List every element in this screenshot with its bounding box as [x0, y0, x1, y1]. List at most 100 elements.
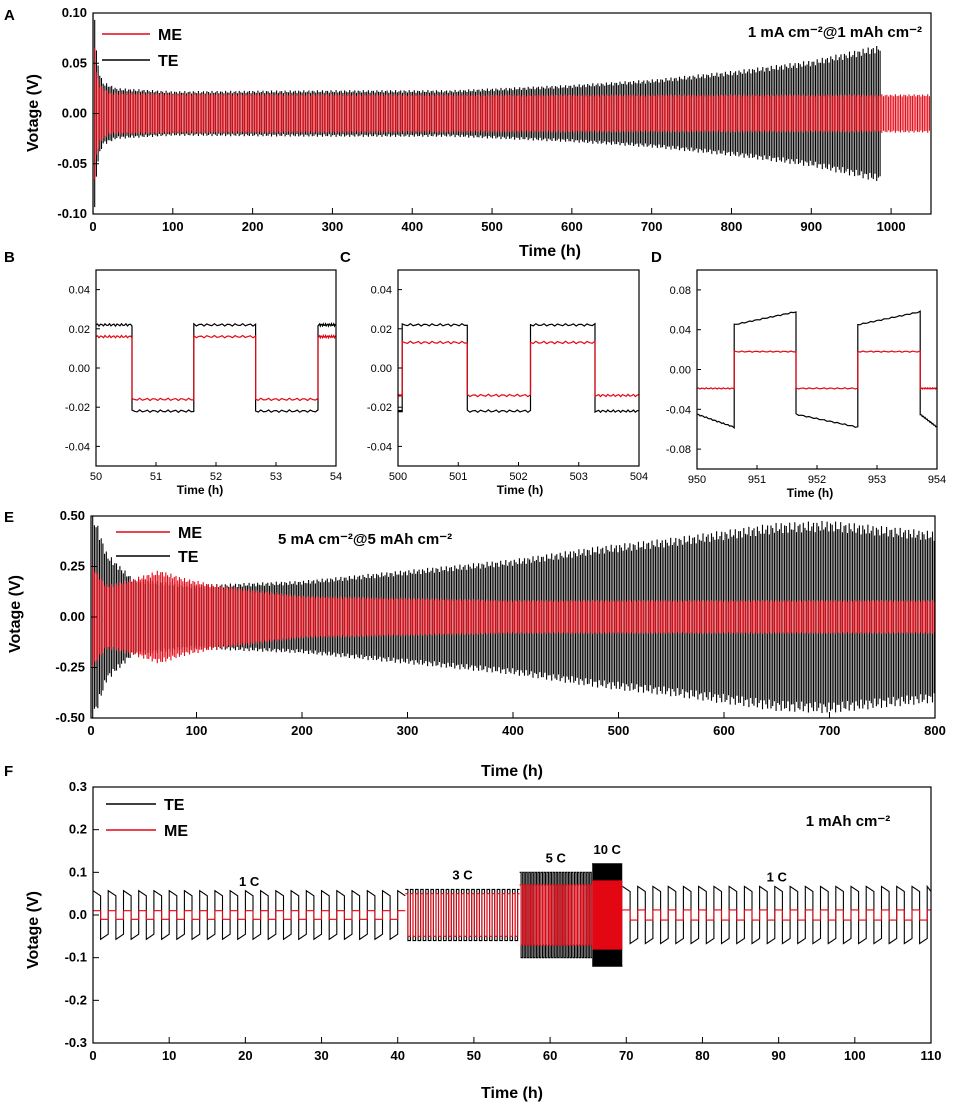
x-tick-label: 53 — [270, 471, 282, 483]
x-tick-label: 0 — [89, 219, 96, 234]
panel-b-x-axis-title: Time (h) — [177, 483, 223, 497]
panel-c-x-axis-title: Time (h) — [497, 483, 543, 497]
panel-f: F 0 10 20 30 40 50 60 70 80 90 100 110-0.3-0.2-0.10… — [4, 763, 941, 1102]
panel-d-axes: 950 951 952 953 954 -0.08 -0.04 0.00 0.04 0.08 — [666, 269, 946, 486]
x-tick-label: 50 — [467, 1048, 481, 1063]
x-tick-label: 100 — [162, 219, 184, 234]
y-tick-label: 0.25 — [60, 559, 85, 574]
x-tick-label: 1000 — [877, 219, 906, 234]
x-tick-label: 400 — [401, 219, 423, 234]
panel-b-axes: 50 51 52 53 54 -0.04 -0.02 0.00 0.02 0.04 — [65, 269, 342, 483]
y-tick-label: 0.50 — [60, 508, 85, 523]
y-tick-label: 0.02 — [371, 324, 392, 336]
x-tick-label: 800 — [924, 723, 946, 738]
panel-a-plot-area — [93, 13, 930, 214]
x-tick-label: 52 — [210, 471, 222, 483]
panel-f-x-axis-title: Time (h) — [481, 1085, 543, 1102]
y-tick-label: 0.04 — [371, 285, 392, 297]
y-tick-label: -0.02 — [367, 402, 392, 414]
x-tick-label: 600 — [561, 219, 583, 234]
y-tick-label: -0.02 — [65, 402, 90, 414]
panel-a-x-axis-title: Time (h) — [519, 243, 581, 260]
x-tick-label: 110 — [921, 1048, 942, 1063]
y-tick-label: 0.1 — [69, 864, 87, 879]
series-me-trace — [95, 333, 337, 402]
panel-b-letter: B — [4, 249, 15, 266]
panel-d-frame — [696, 269, 938, 470]
y-tick-label: -0.08 — [666, 444, 691, 456]
series-me-trace — [91, 565, 935, 669]
x-tick-label: 500 — [481, 219, 503, 234]
y-tick-label: 0.0 — [69, 907, 87, 922]
panel-e-x-axis-title: Time (h) — [481, 763, 543, 780]
panel-e-legend: ME TE — [116, 525, 202, 566]
x-tick-label: 90 — [771, 1048, 785, 1063]
panel-f-legend: TE ME — [106, 797, 188, 840]
y-tick-label: 0.04 — [69, 285, 90, 297]
panel-a-y-axis-title: Votage (V) — [25, 74, 42, 152]
panel-f-letter: F — [4, 763, 13, 780]
x-tick-label: 0 — [87, 723, 94, 738]
panel-f-plot-area — [92, 863, 932, 967]
x-tick-label: 700 — [819, 723, 841, 738]
panel-c-plot-area — [397, 322, 640, 414]
panel-a-condition-annotation: 1 mA cm⁻²@1 mAh cm⁻² — [748, 24, 922, 41]
panel-e-legend-te: TE — [178, 549, 199, 566]
panel-f-legend-te: TE — [164, 797, 185, 814]
panel-d: D 950 951 952 953 954-0.08-0.040.000.040.08 … — [651, 249, 946, 500]
y-tick-label: -0.05 — [57, 156, 87, 171]
y-tick-label: 0.08 — [670, 285, 691, 297]
series-me-trace — [397, 340, 640, 398]
x-tick-label: 400 — [502, 723, 524, 738]
y-tick-label: -0.50 — [55, 710, 85, 725]
x-tick-label: 954 — [928, 474, 946, 486]
rate-label: 1 C — [239, 874, 260, 889]
x-tick-label: 502 — [509, 471, 527, 483]
series-te-trace — [696, 310, 938, 430]
y-tick-label: -0.1 — [65, 950, 87, 965]
panel-f-legend-me: ME — [164, 823, 188, 840]
y-tick-label: 0.00 — [60, 609, 85, 624]
panel-a-axes: 0 100 200 300 400 500 600 700 800 900 1000 -0.10 -0.… — [57, 5, 932, 234]
panel-a-legend-te: TE — [158, 53, 179, 70]
y-tick-label: 0.00 — [371, 363, 392, 375]
x-tick-label: 200 — [291, 723, 313, 738]
x-tick-label: 503 — [570, 471, 588, 483]
x-tick-label: 600 — [713, 723, 735, 738]
y-tick-label: 0.10 — [62, 5, 87, 20]
panel-e: E 0 100 200 300 400 500 600 700 800 -0.50 -0.25 0.0… — [4, 508, 946, 780]
panel-d-plot-area — [696, 310, 938, 430]
y-tick-label: 0.2 — [69, 822, 87, 837]
x-tick-label: 900 — [800, 219, 822, 234]
panel-a-letter: A — [4, 7, 15, 24]
panel-d-x-axis-title: Time (h) — [787, 486, 833, 500]
x-tick-label: 51 — [150, 471, 162, 483]
x-tick-label: 20 — [238, 1048, 252, 1063]
y-tick-label: -0.04 — [666, 404, 691, 416]
y-tick-label: -0.10 — [57, 206, 87, 221]
series-me-trace — [93, 13, 930, 214]
y-tick-label: -0.04 — [65, 441, 90, 453]
x-tick-label: 54 — [330, 471, 342, 483]
x-tick-label: 300 — [322, 219, 344, 234]
x-tick-label: 60 — [543, 1048, 557, 1063]
rate-label: 10 C — [593, 842, 621, 857]
y-tick-label: 0.3 — [69, 779, 87, 794]
x-tick-label: 10 — [162, 1048, 176, 1063]
rate-label: 1 C — [767, 870, 788, 885]
y-tick-label: 0.00 — [69, 363, 90, 375]
y-tick-label: -0.04 — [367, 441, 392, 453]
x-tick-label: 100 — [844, 1048, 866, 1063]
x-tick-label: 200 — [242, 219, 264, 234]
x-tick-label: 50 — [90, 471, 102, 483]
x-tick-label: 504 — [630, 471, 648, 483]
panel-d-letter: D — [651, 249, 662, 266]
series-me-trace — [696, 350, 938, 391]
panel-c: C 500 501 502 503 504-0.04-0.020.000.020.04 … — [340, 249, 648, 497]
panel-e-condition-annotation: 5 mA cm⁻²@5 mAh cm⁻² — [278, 531, 452, 548]
y-tick-label: -0.3 — [65, 1035, 87, 1050]
panel-c-frame — [397, 269, 640, 467]
panel-e-axes: 0 100 200 300 400 500 600 700 800 -0.50 -0.25 0.00 0… — [55, 508, 945, 738]
x-tick-label: 953 — [868, 474, 886, 486]
